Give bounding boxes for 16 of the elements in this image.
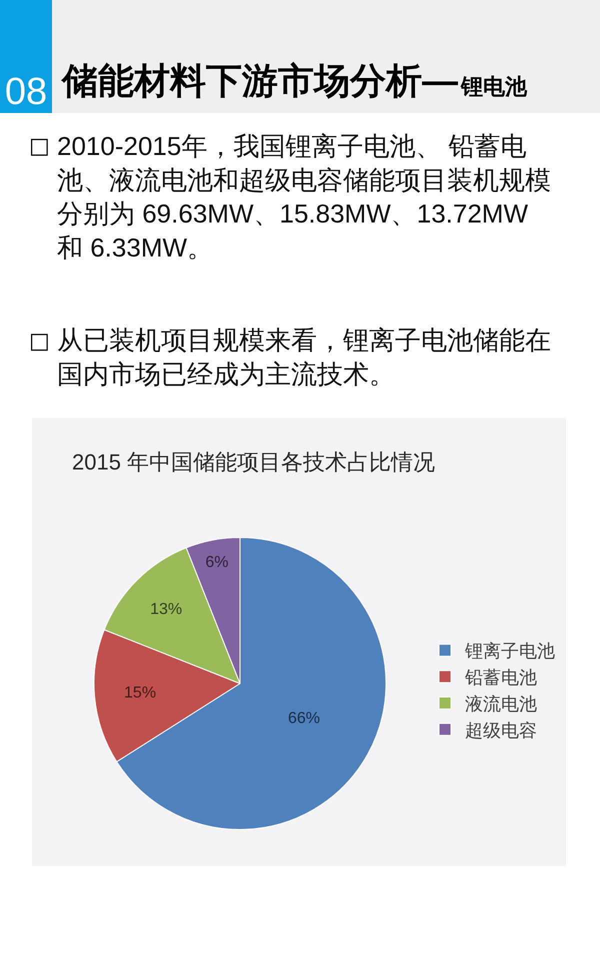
data-label: 13% bbox=[150, 601, 182, 618]
legend-label: 液流电池 bbox=[465, 694, 537, 714]
data-label: 15% bbox=[124, 684, 156, 702]
text: 从已装机项目规模来看，锂离子电池储能在国内市场已经成为主流技术。 bbox=[57, 325, 551, 389]
legend-label: 锂离子电池 bbox=[464, 641, 555, 662]
data-label: 66% bbox=[288, 710, 320, 728]
chart-title: 2015 年中国储能项目各技术占比情况 bbox=[72, 450, 436, 475]
text: □ bbox=[29, 134, 50, 159]
text: 08 bbox=[4, 71, 48, 113]
text: 2010-2015年，我国锂离子电池、 铅蓄电池、液流电池和超级电容储能项目装机规模分别为 69.63MW、15.83MW、13.72MW和 6.33MW。 bbox=[57, 131, 551, 262]
data-label: 6% bbox=[205, 554, 229, 572]
text: □ bbox=[29, 329, 50, 354]
legend-label: 超级电容 bbox=[465, 720, 537, 740]
text: 储能材料下游市场分析— bbox=[60, 60, 458, 101]
legend-label: 铅蓄电池 bbox=[464, 668, 537, 688]
text: 锂电池 bbox=[460, 74, 528, 99]
